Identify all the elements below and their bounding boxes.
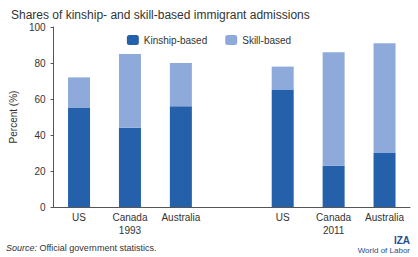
svg-text:Australia: Australia (365, 212, 404, 223)
svg-text:Source:: Source: (6, 243, 38, 253)
svg-text:Kinship-based: Kinship-based (144, 35, 207, 46)
svg-text:40: 40 (34, 130, 46, 141)
svg-text:Skill-based: Skill-based (242, 35, 291, 46)
svg-text:Australia: Australia (161, 212, 200, 223)
svg-text:2011: 2011 (323, 225, 345, 236)
svg-text:World of Labor: World of Labor (358, 246, 411, 255)
svg-text:100: 100 (29, 22, 46, 33)
svg-text:Shares of kinship- and skill-b: Shares of kinship- and skill-based immig… (11, 8, 310, 22)
svg-text:Percent (%): Percent (%) (8, 91, 19, 144)
svg-text:1993: 1993 (119, 225, 142, 236)
svg-text:US: US (72, 212, 86, 223)
svg-text:IZA: IZA (394, 235, 410, 246)
svg-text:60: 60 (34, 94, 46, 105)
svg-text:20: 20 (34, 166, 46, 177)
svg-text:Canada: Canada (112, 212, 147, 223)
svg-text:US: US (276, 212, 290, 223)
svg-text:Canada: Canada (316, 212, 351, 223)
svg-text:0: 0 (40, 202, 46, 213)
svg-text:80: 80 (34, 58, 46, 69)
svg-text:Official government statistics: Official government statistics. (37, 243, 156, 253)
